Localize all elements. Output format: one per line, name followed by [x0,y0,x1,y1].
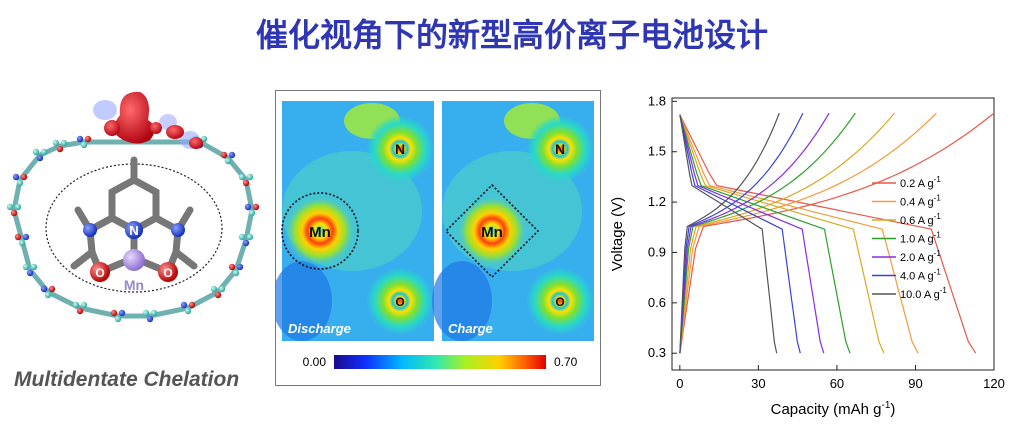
x-tick-label: 90 [908,376,922,391]
y-tick-label: 0.3 [648,345,666,360]
x-tick-label: 0 [676,376,683,391]
series-charge-line [679,112,780,354]
map-atom-label: Mn [481,224,503,241]
colorbar-min-label: 0.00 [303,355,327,369]
y-tick-label: 1.2 [648,194,666,209]
legend-entry: 0.2 A g-1 [900,175,941,190]
x-tick-label: 30 [751,376,765,391]
map-atom-label: N [555,141,565,157]
oxygen-atom-right [158,262,178,282]
map-state-label: Discharge [288,321,351,336]
series-discharge-line [679,114,801,354]
map-atom-label: O [555,295,564,309]
x-tick-label: 120 [983,376,1005,391]
y-axis-label: Voltage (V) [609,197,626,271]
map-state-label: Charge [448,321,493,336]
x-tick-label: 60 [830,376,844,391]
oxygen-label-right: O [163,266,172,280]
series-charge-line [679,112,995,354]
chelation-ring-outline [45,163,223,293]
map-atom-label: Mn [309,224,331,241]
series-discharge-line [679,114,919,354]
charge-density-blobs [93,91,203,149]
series-charge-line [679,112,830,354]
legend-entry: 0.6 A g-1 [900,212,941,227]
legend-entry: 4.0 A g-1 [900,268,941,283]
y-tick-label: 0.9 [648,244,666,259]
oxygen-atom-left [90,262,110,282]
manganese-label: Mn [124,277,144,293]
series-charge-line [679,112,856,354]
oxygen-label-left: O [95,266,104,280]
molecule-illustration: N O O Mn [6,91,260,323]
legend-entry: 2.0 A g-1 [900,249,941,264]
legend-entry: 0.4 A g-1 [900,194,941,209]
manganese-atom [123,249,145,271]
map-atom-label: N [395,141,405,157]
y-tick-label: 0.6 [648,295,666,310]
y-tick-label: 1.5 [648,144,666,159]
density-map-figure: N O Mn Discharge N O Mn Charge 0.00 0.70 [272,90,601,386]
map-atom-label: O [395,295,404,309]
series-charge-line [679,112,804,354]
series-discharge-line [679,114,851,354]
density-map-charge: N O Mn Charge [432,101,594,341]
nitrogen-label: N [129,223,138,238]
series-charge-line [679,112,937,354]
chelation-caption: Multidentate Chelation [14,368,240,391]
series-discharge-line [679,114,825,354]
nitrogen-atom [125,221,143,239]
voltage-capacity-chart: 0 30 60 90 120 0.3 0.6 0.9 1.2 1.5 1.8 0.2 A g-1 0.… [609,93,1005,418]
series-discharge-line [679,114,885,354]
colorbar [334,355,546,369]
y-tick-label: 1.8 [648,93,666,108]
x-axis-label: Capacity (mAh g-1) [771,400,896,418]
series-discharge-line [679,114,977,354]
series-charge-line [679,112,895,354]
series-discharge-line [679,114,778,354]
colorbar-max-label: 0.70 [554,355,578,369]
density-map-discharge: N O Mn Discharge [272,101,434,341]
page-title: 催化视角下的新型高价离子电池设计 [255,16,768,54]
plot-frame [671,97,995,371]
legend-entry: 10.0 A g-1 [900,286,947,301]
legend-entry: 1.0 A g-1 [900,231,941,246]
